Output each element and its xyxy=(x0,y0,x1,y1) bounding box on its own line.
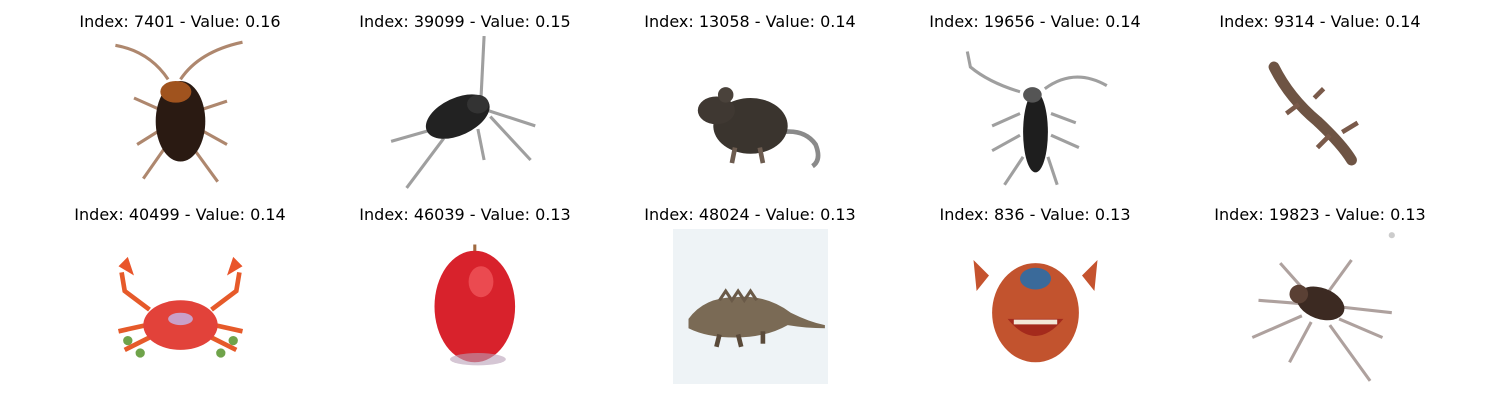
rat-image xyxy=(673,36,828,191)
grid-cell-2-2: Index: 46039 - Value: 0.13 xyxy=(315,193,615,386)
crab-face-image xyxy=(958,229,1113,384)
dinosaur-image xyxy=(673,229,828,384)
grid-cell-1-4: Index: 19656 - Value: 0.14 xyxy=(885,0,1185,193)
grid-cell-1-5: Index: 9314 - Value: 0.14 xyxy=(1170,0,1470,193)
apple-image xyxy=(388,229,543,384)
spider-image xyxy=(1243,229,1398,384)
cell-title: Index: 48024 - Value: 0.13 xyxy=(644,205,856,224)
grid-cell-2-5: Index: 19823 - Value: 0.13 xyxy=(1170,193,1470,386)
grid-cell-1-1: Index: 7401 - Value: 0.16 xyxy=(30,0,330,193)
grid-cell-2-3: Index: 48024 - Value: 0.13 xyxy=(600,193,900,386)
cell-title: Index: 13058 - Value: 0.14 xyxy=(644,12,856,31)
cell-title: Index: 40499 - Value: 0.14 xyxy=(74,205,286,224)
grid-cell-1-3: Index: 13058 - Value: 0.14 xyxy=(600,0,900,193)
cell-title: Index: 9314 - Value: 0.14 xyxy=(1219,12,1421,31)
cricket-image xyxy=(388,36,543,191)
cell-title: Index: 19656 - Value: 0.14 xyxy=(929,12,1141,31)
cell-title: Index: 7401 - Value: 0.16 xyxy=(79,12,281,31)
cell-title: Index: 39099 - Value: 0.15 xyxy=(359,12,571,31)
lizard-image xyxy=(1243,36,1398,191)
grid-cell-1-2: Index: 39099 - Value: 0.15 xyxy=(315,0,615,193)
cell-title: Index: 46039 - Value: 0.13 xyxy=(359,205,571,224)
cell-title: Index: 836 - Value: 0.13 xyxy=(939,205,1131,224)
crab-image xyxy=(103,229,258,384)
cockroach-image xyxy=(103,36,258,191)
longhorn-beetle-image xyxy=(958,36,1113,191)
cell-title: Index: 19823 - Value: 0.13 xyxy=(1214,205,1426,224)
grid-cell-2-1: Index: 40499 - Value: 0.14 xyxy=(30,193,330,386)
grid-cell-2-4: Index: 836 - Value: 0.13 xyxy=(885,193,1185,386)
